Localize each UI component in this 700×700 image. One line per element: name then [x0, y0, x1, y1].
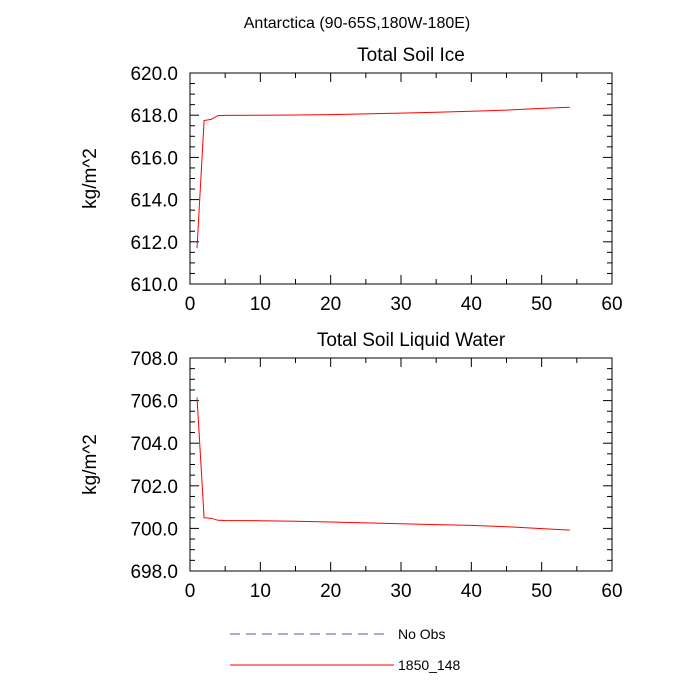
x-tick-label: 50 [531, 294, 552, 315]
page-title: Antarctica (90-65S,180W-180E) [244, 15, 470, 32]
plot-frame [189, 357, 613, 572]
legend-label-1850-148: 1850_148 [398, 657, 461, 673]
y-tick-label: 700.0 [130, 519, 178, 540]
x-tick-label: 30 [390, 581, 411, 602]
chart-title: Total Soil Ice [357, 45, 465, 66]
x-tick-label: 50 [531, 581, 552, 602]
chart-title: Total Soil Liquid Water [317, 330, 506, 351]
x-tick-label: 60 [601, 294, 622, 315]
legend-label-no-obs: No Obs [398, 626, 445, 642]
y-tick-label: 616.0 [130, 148, 178, 169]
x-tick-label: 10 [250, 581, 271, 602]
legend: No Obs 1850_148 [230, 626, 461, 673]
y-tick-label: 706.0 [130, 392, 178, 413]
y-tick-label: 612.0 [130, 233, 178, 254]
x-tick-label: 20 [320, 294, 341, 315]
y-tick-label: 618.0 [130, 106, 178, 127]
y-tick-label: 698.0 [130, 562, 178, 583]
y-tick-label: 702.0 [130, 477, 178, 498]
x-tick-label: 0 [185, 581, 196, 602]
y-axis-label: kg/m^2 [80, 434, 101, 495]
x-tick-label: 20 [320, 581, 341, 602]
y-tick-label: 620.0 [130, 64, 178, 85]
x-tick-label: 10 [250, 294, 271, 315]
plot-frame [189, 72, 613, 285]
x-tick-label: 40 [461, 581, 482, 602]
series-line-1850-148 [196, 397, 570, 531]
x-tick-label: 30 [390, 294, 411, 315]
y-tick-label: 614.0 [130, 191, 178, 212]
x-tick-label: 60 [601, 581, 622, 602]
soil-liquid-water-panel: 0 10 20 30 40 50 60 698.0 700.0 702.0 704.0 706.0 70… [80, 330, 623, 602]
y-tick-label: 708.0 [130, 349, 178, 370]
series-line-1850-148 [196, 106, 570, 249]
x-tick-label: 40 [461, 294, 482, 315]
y-axis-label: kg/m^2 [80, 148, 101, 209]
y-tick-label: 610.0 [130, 275, 178, 296]
y-tick-label: 704.0 [130, 434, 178, 455]
x-tick-label: 0 [185, 294, 196, 315]
soil-ice-panel: 0 10 20 30 40 50 60 610.0 612.0 614.0 616.0 618.0 62… [80, 45, 623, 315]
